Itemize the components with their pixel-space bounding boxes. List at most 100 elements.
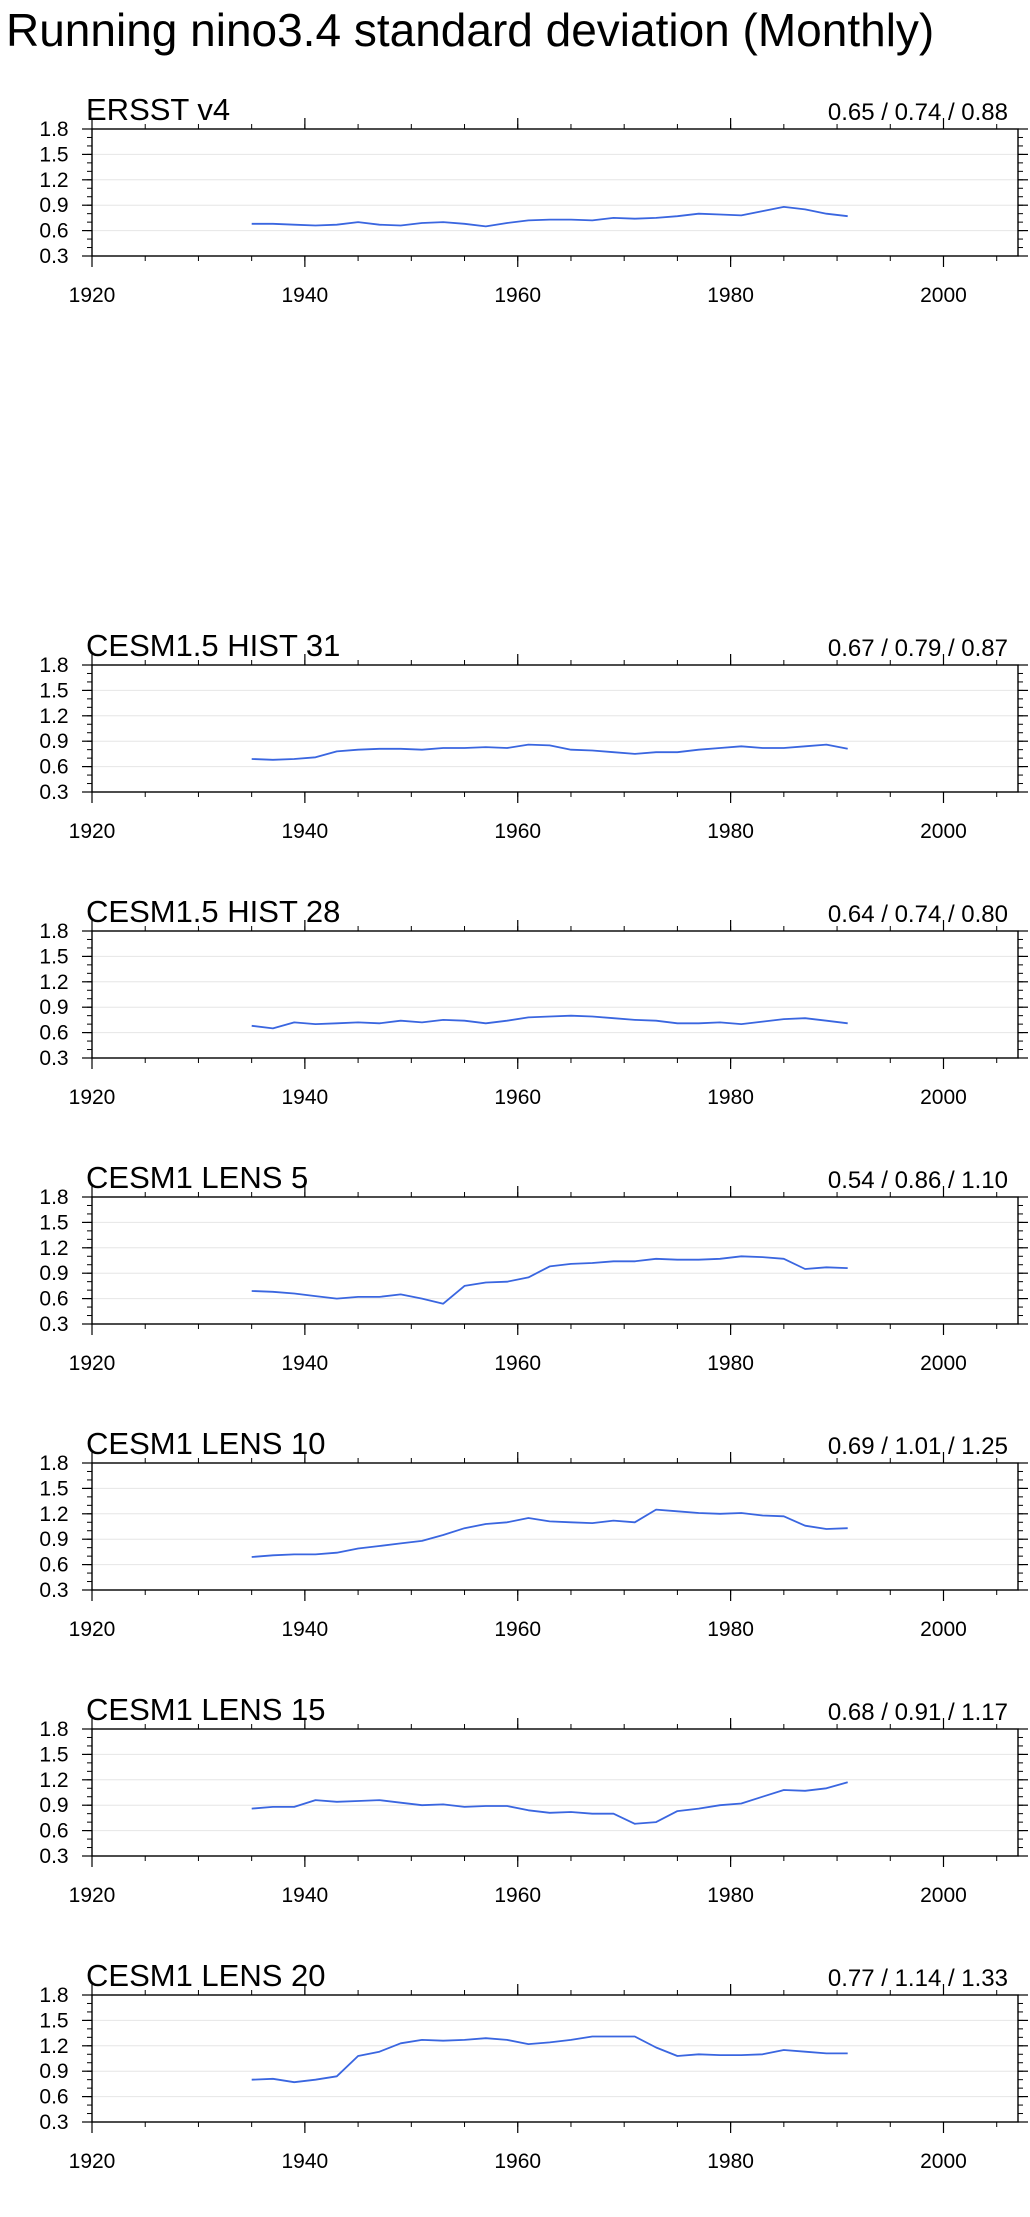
y-tick-label: 0.6 bbox=[39, 1022, 68, 1045]
y-tick-label: 1.8 bbox=[39, 654, 68, 677]
series-line bbox=[251, 1014, 848, 1030]
y-tick-label: 1.5 bbox=[39, 679, 68, 702]
y-tick-label: 0.9 bbox=[39, 1528, 68, 1551]
panel-stats: 0.54 / 0.86 / 1.10 bbox=[828, 1167, 1008, 1194]
x-tick-label: 1940 bbox=[282, 820, 329, 843]
panel-stats: 0.68 / 0.91 / 1.17 bbox=[828, 1699, 1008, 1726]
y-tick-label: 0.3 bbox=[39, 245, 68, 268]
y-tick-label: 1.8 bbox=[39, 118, 68, 141]
x-tick-label: 1960 bbox=[494, 1086, 541, 1109]
panel-stats: 0.67 / 0.79 / 0.87 bbox=[828, 635, 1008, 662]
x-tick-label: 1920 bbox=[69, 1086, 116, 1109]
x-tick-label: 1960 bbox=[494, 2150, 541, 2173]
y-tick-label: 0.3 bbox=[39, 1579, 68, 1602]
x-tick-label: 1940 bbox=[282, 2150, 329, 2173]
x-tick-label: 1920 bbox=[69, 1618, 116, 1641]
x-tick-label: 1940 bbox=[282, 1352, 329, 1375]
x-tick-label: 1960 bbox=[494, 284, 541, 307]
y-tick-label: 0.6 bbox=[39, 2086, 68, 2109]
y-tick-label: 0.3 bbox=[39, 2111, 68, 2134]
x-tick-label: 1920 bbox=[69, 2150, 116, 2173]
x-tick-label: 1960 bbox=[494, 820, 541, 843]
y-tick-label: 1.5 bbox=[39, 143, 68, 166]
x-tick-label: 2000 bbox=[920, 820, 967, 843]
y-tick-label: 0.6 bbox=[39, 220, 68, 243]
x-tick-label: 1980 bbox=[707, 284, 754, 307]
y-tick-label: 1.5 bbox=[39, 945, 68, 968]
x-tick-label: 1980 bbox=[707, 2150, 754, 2173]
series-line bbox=[251, 1508, 848, 1558]
y-tick-label: 1.2 bbox=[39, 169, 68, 192]
y-tick-label: 0.3 bbox=[39, 1313, 68, 1336]
y-tick-label: 0.3 bbox=[39, 781, 68, 804]
panel-cesm15-hist-31: 0.30.6 0.91.2 1.51.8 1920 1940 1960 1980 2000 CE… bbox=[39, 628, 1028, 843]
x-tick-label: 2000 bbox=[920, 1618, 967, 1641]
panel-cesm1-lens-5: 0.30.6 0.91.2 1.51.8 1920 1940 1960 1980 2000 CE… bbox=[39, 1160, 1028, 1375]
y-tick-label: 0.9 bbox=[39, 1262, 68, 1285]
y-tick-label: 1.8 bbox=[39, 1718, 68, 1741]
panel-title: CESM1 LENS 10 bbox=[86, 1426, 326, 1461]
series-line bbox=[251, 1255, 848, 1305]
panel-title: CESM1.5 HIST 31 bbox=[86, 628, 340, 663]
x-tick-label: 2000 bbox=[920, 2150, 967, 2173]
y-tick-label: 0.6 bbox=[39, 1820, 68, 1843]
y-tick-label: 0.3 bbox=[39, 1047, 68, 1070]
x-tick-label: 1980 bbox=[707, 1618, 754, 1641]
panel-ersst-v4: 0.30.6 0.91.2 1.51.8 1920 1940 1960 1980 2000 ER… bbox=[39, 92, 1028, 307]
y-tick-label: 1.2 bbox=[39, 1769, 68, 1792]
panel-cesm1-lens-15: 0.30.6 0.91.2 1.51.8 1920 1940 1960 1980 2000 CE… bbox=[39, 1692, 1028, 1907]
y-tick-label: 1.5 bbox=[39, 1211, 68, 1234]
panel-cesm1-lens-20: 0.30.6 0.91.2 1.51.8 1920 1940 1960 1980 2000 CE… bbox=[39, 1958, 1028, 2173]
panel-cesm15-hist-28: 0.30.6 0.91.2 1.51.8 1920 1940 1960 1980 2000 CE… bbox=[39, 894, 1028, 1109]
plot-frame bbox=[91, 664, 1019, 793]
plot-frame bbox=[91, 1994, 1019, 2123]
panel-cesm1-lens-10: 0.30.6 0.91.2 1.51.8 1920 1940 1960 1980 2000 CE… bbox=[39, 1426, 1028, 1641]
x-tick-label: 1940 bbox=[282, 1618, 329, 1641]
series-line bbox=[251, 1781, 848, 1825]
y-tick-label: 1.2 bbox=[39, 971, 68, 994]
x-tick-label: 2000 bbox=[920, 1352, 967, 1375]
series-line bbox=[251, 743, 848, 761]
panel-title: CESM1 LENS 20 bbox=[86, 1958, 326, 1993]
plot-frame bbox=[91, 930, 1019, 1059]
x-tick-label: 1920 bbox=[69, 820, 116, 843]
y-tick-label: 1.8 bbox=[39, 920, 68, 943]
x-tick-label: 2000 bbox=[920, 1884, 967, 1907]
panel-stats: 0.65 / 0.74 / 0.88 bbox=[828, 99, 1008, 126]
x-tick-label: 1920 bbox=[69, 1884, 116, 1907]
x-tick-label: 1980 bbox=[707, 1086, 754, 1109]
y-tick-label: 1.2 bbox=[39, 2035, 68, 2058]
x-tick-label: 1960 bbox=[494, 1884, 541, 1907]
x-tick-label: 1960 bbox=[494, 1352, 541, 1375]
y-tick-label: 0.6 bbox=[39, 756, 68, 779]
plot-frame bbox=[91, 1462, 1019, 1591]
y-tick-label: 0.6 bbox=[39, 1554, 68, 1577]
y-tick-label: 0.9 bbox=[39, 730, 68, 753]
panel-stats: 0.69 / 1.01 / 1.25 bbox=[828, 1433, 1008, 1460]
x-tick-label: 1940 bbox=[282, 1086, 329, 1109]
x-tick-label: 1920 bbox=[69, 284, 116, 307]
y-tick-label: 1.8 bbox=[39, 1186, 68, 1209]
y-tick-label: 1.5 bbox=[39, 1477, 68, 1500]
panel-title: CESM1 LENS 5 bbox=[86, 1160, 308, 1195]
figure-title: Running nino3.4 standard deviation (Mont… bbox=[6, 4, 935, 56]
x-tick-label: 2000 bbox=[920, 1086, 967, 1109]
x-tick-label: 1980 bbox=[707, 820, 754, 843]
y-tick-label: 0.9 bbox=[39, 1794, 68, 1817]
plot-frame bbox=[91, 128, 1019, 257]
panel-title: ERSST v4 bbox=[86, 92, 230, 127]
panel-stats: 0.64 / 0.74 / 0.80 bbox=[828, 901, 1008, 928]
plot-frame bbox=[91, 1196, 1019, 1325]
y-tick-label: 1.2 bbox=[39, 1237, 68, 1260]
panel-title: CESM1.5 HIST 28 bbox=[86, 894, 340, 929]
plot-frame bbox=[91, 1728, 1019, 1857]
panel-stats: 0.77 / 1.14 / 1.33 bbox=[828, 1965, 1008, 1992]
series-line bbox=[251, 2035, 848, 2084]
series-line bbox=[251, 206, 848, 228]
y-tick-label: 0.9 bbox=[39, 194, 68, 217]
panel-title: CESM1 LENS 15 bbox=[86, 1692, 326, 1727]
y-tick-label: 1.8 bbox=[39, 1984, 68, 2007]
x-tick-label: 1940 bbox=[282, 1884, 329, 1907]
y-tick-label: 1.2 bbox=[39, 705, 68, 728]
